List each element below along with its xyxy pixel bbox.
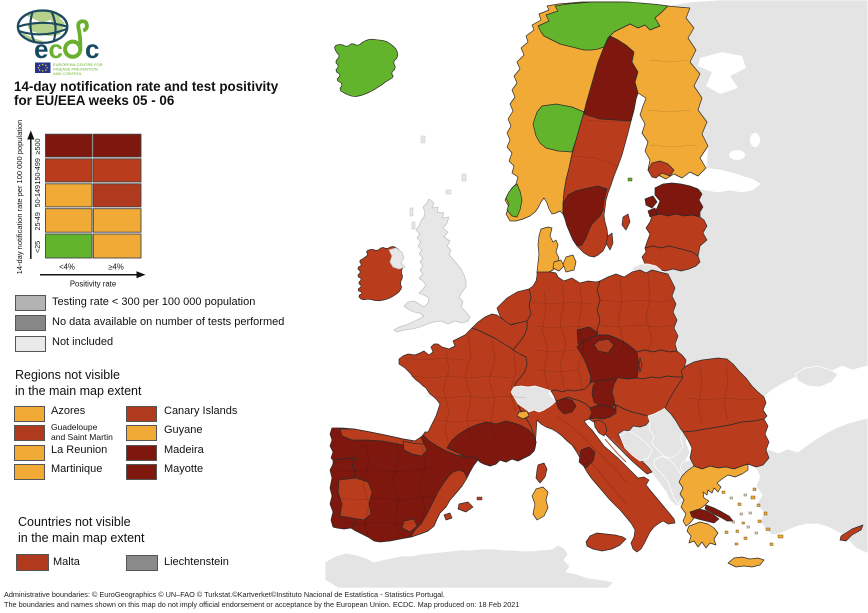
svg-text:AND CONTROL: AND CONTROL (53, 71, 83, 76)
svg-text:c: c (85, 34, 99, 64)
svg-text:EUROPEAN CENTRE FOR: EUROPEAN CENTRE FOR (53, 62, 103, 67)
svg-text:25-49: 25-49 (33, 212, 42, 230)
svg-text:DISEASE PREVENTION: DISEASE PREVENTION (53, 67, 98, 72)
svg-text:≥500: ≥500 (33, 139, 42, 155)
svg-text:e: e (34, 34, 48, 64)
svg-text:≥4%: ≥4% (108, 263, 124, 272)
svg-text:50-149: 50-149 (33, 185, 42, 207)
svg-text:14-day notification rate per 1: 14-day notification rate per 100 000 pop… (15, 120, 24, 275)
svg-text:Positivity rate: Positivity rate (70, 280, 116, 289)
svg-text:150-499: 150-499 (33, 158, 42, 184)
svg-text:<4%: <4% (59, 263, 75, 272)
svg-text:c: c (49, 34, 63, 64)
svg-text:<25: <25 (33, 241, 42, 253)
